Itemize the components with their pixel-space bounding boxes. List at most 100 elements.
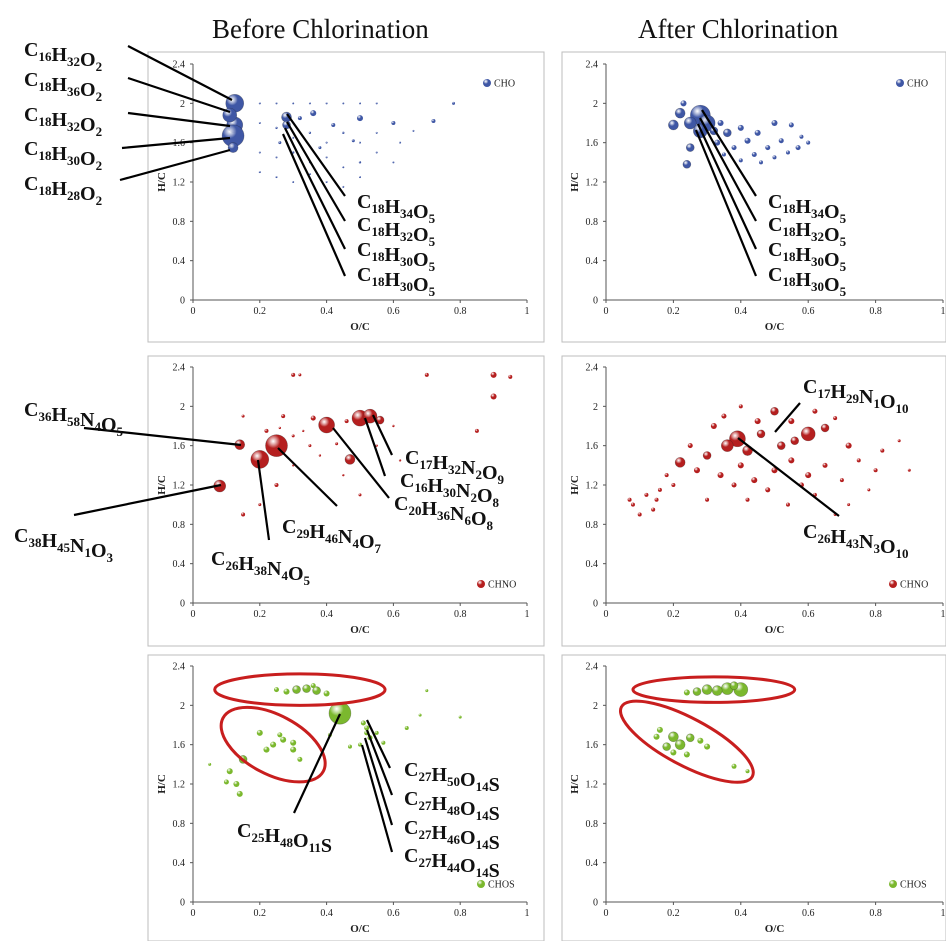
cho-after-point: [683, 116, 697, 130]
chno-after-x-tick-label: 0.8: [869, 609, 882, 620]
cho-before-point: [297, 116, 302, 121]
chno-before-formula-label: C16H30N2O8: [400, 470, 500, 510]
cho-before-annotation-leader: [281, 133, 347, 277]
chno-after-formula-label: C26H43N3O10: [803, 521, 909, 561]
chos-before-x-tick-label: 0.8: [454, 908, 467, 919]
chos-before-point: [381, 740, 386, 745]
cho-before-point: [325, 181, 328, 183]
chos-after-point: [656, 726, 663, 733]
cho-before-formula-label: C18H30O2: [24, 138, 102, 173]
chno-after-annotation-leader: [737, 437, 840, 517]
cho-before-y-tick-label: 2: [180, 99, 185, 110]
chos-before-y-tick-label: 0: [180, 898, 185, 909]
chos-after-point: [704, 743, 711, 750]
chno-after-point: [627, 497, 632, 502]
chno-after-point: [651, 507, 656, 512]
cho-before-formula-label: C18H34O5: [357, 191, 436, 226]
cho-before-x-tick-label: 1: [525, 306, 530, 317]
cho-before-point: [325, 102, 328, 105]
cho-before-x-tick-label: 0.4: [320, 306, 333, 317]
chos-before-point: [360, 720, 366, 726]
cho-after-frame: [561, 51, 946, 343]
cho-before-point: [375, 151, 378, 154]
chos-before-y-tick-label: 2: [180, 701, 185, 712]
chno-before-point: [424, 372, 429, 377]
chno-after-point: [856, 458, 861, 463]
chno-before-formula-label: C36H58N4O5: [24, 399, 124, 439]
cho-before-y-axis-label: H/C: [156, 172, 168, 192]
chos-after-point: [692, 687, 702, 696]
chos-before-annotation-leader: [365, 729, 394, 796]
chno-after-point: [839, 478, 844, 483]
chos-after-point: [731, 763, 737, 769]
chno-before-y-tick-label: 2: [180, 402, 185, 413]
chno-before-x-tick-label: 0: [191, 609, 196, 620]
cho-before-y-tick-label: 0.4: [173, 256, 186, 267]
cho-after-y-tick-label: 2: [593, 99, 598, 110]
chno-before-point: [490, 393, 497, 400]
chno-after-x-tick-label: 1: [941, 609, 946, 620]
chno-before-formula-label: C38H45N1O3: [14, 525, 114, 565]
chno-before-annotation-leader: [372, 414, 393, 456]
chno-after-chart: 0 0.2 0.4 0.6 0.8 1 0 0.4 0.8 1.2 1.6 2 2.4 O/C H/C CHN…: [561, 355, 946, 647]
chno-after-point: [805, 472, 812, 479]
cho-before-annotation-leader: [286, 121, 346, 222]
cho-before-x-tick-label: 0.6: [387, 306, 400, 317]
cho-before-frame: [147, 51, 545, 343]
cho-before-annotation-leader: [127, 76, 231, 114]
chos-after-frame: [561, 654, 946, 941]
cho-before-point: [399, 141, 402, 144]
chno-before-point: [344, 419, 349, 424]
chno-after-point: [738, 404, 743, 409]
cho-before-point: [308, 102, 311, 105]
cho-before-point: [431, 119, 436, 124]
chno-after-x-tick-label: 0.6: [802, 609, 815, 620]
chos-after-x-tick-label: 0: [604, 908, 609, 919]
chos-after-x-tick-label: 0.6: [802, 908, 815, 919]
chos-after-x-tick-label: 0.2: [667, 908, 680, 919]
chos-before-point: [404, 725, 409, 730]
chos-before-point: [310, 683, 316, 689]
chos-before-highlight-ellipse: [213, 672, 387, 707]
chno-after-point: [751, 477, 758, 484]
chno-after-point: [820, 423, 830, 433]
chno-after-point: [745, 497, 750, 502]
cho-after-point: [744, 137, 751, 144]
cho-before-point: [227, 142, 239, 153]
chno-after-point: [721, 413, 727, 419]
chos-after-point: [711, 685, 723, 696]
chos-before-y-tick-label: 1.6: [173, 740, 186, 751]
chos-before-formula-label: C25H48O11S: [237, 820, 332, 857]
chno-before-annotation-leader: [73, 483, 222, 517]
cho-before-point: [275, 126, 278, 130]
cho-after-point: [765, 145, 771, 151]
chno-before-point: [318, 454, 322, 457]
cho-after-x-axis-label: O/C: [765, 321, 785, 333]
cho-before-point: [342, 131, 345, 135]
chno-after-point: [788, 457, 795, 464]
chno-after-point: [657, 487, 662, 492]
chos-before-legend-marker: [477, 880, 485, 888]
chos-after-legend-label: CHOS: [900, 880, 927, 891]
chno-before-annotation-leader: [256, 459, 271, 541]
cho-before-x-axis-label: O/C: [350, 321, 370, 333]
cho-before-point: [308, 173, 311, 176]
chno-after-point: [705, 497, 710, 502]
chno-before-x-tick-label: 0.4: [320, 609, 333, 620]
chno-before-annotation-leader: [363, 417, 387, 477]
cho-before-annotation-leader: [119, 148, 231, 182]
chos-before-highlight-ellipse: [219, 705, 327, 784]
cho-before-point: [275, 102, 278, 105]
cho-before-point: [308, 131, 312, 135]
chos-before-x-tick-label: 1: [525, 908, 530, 919]
chno-after-y-tick-label: 0: [593, 599, 598, 610]
cho-before-annotation-leader: [286, 113, 346, 197]
chno-after-x-tick-label: 0.2: [667, 609, 680, 620]
chno-after-y-tick-label: 0.8: [586, 520, 599, 531]
chno-before-y-tick-label: 1.6: [173, 441, 186, 452]
chno-after-x-tick-label: 0: [604, 609, 609, 620]
chos-before-point: [458, 715, 462, 719]
cho-after-point: [738, 158, 743, 163]
cho-before-annotation-leader: [284, 127, 346, 250]
